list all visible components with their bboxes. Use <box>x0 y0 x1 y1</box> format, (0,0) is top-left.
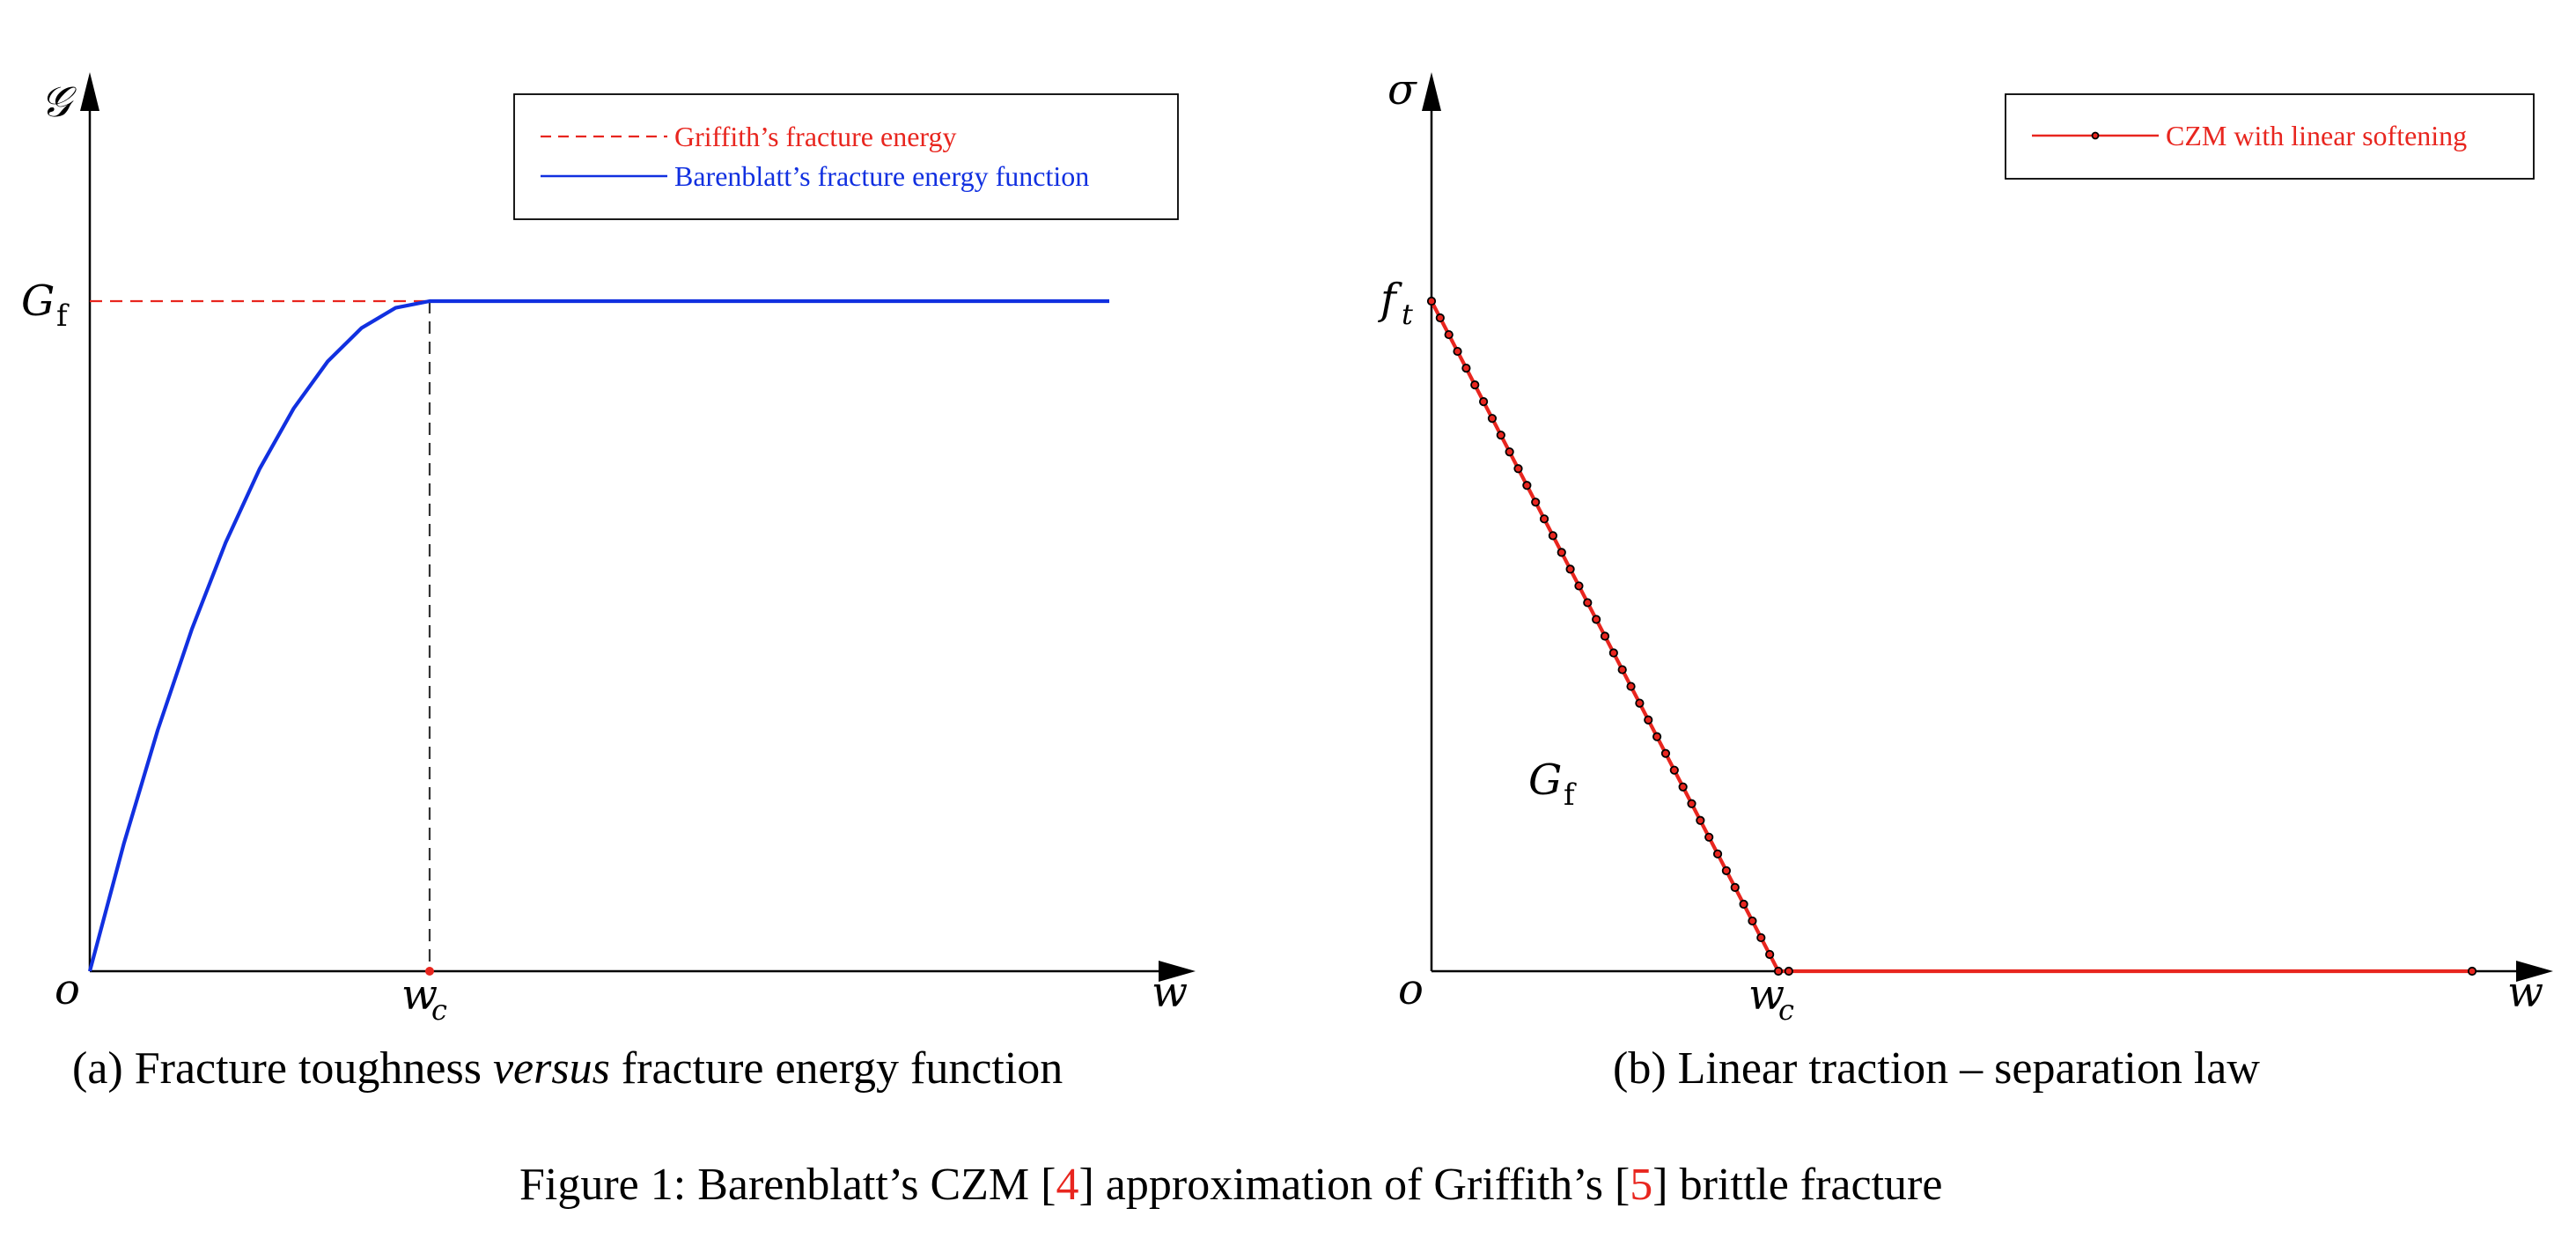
figure-caption-ref-5[interactable]: 5 <box>1630 1160 1652 1210</box>
legend-griffith-label: Griffith’s fracture energy <box>674 121 956 152</box>
legend-czm-marker <box>2091 131 2100 140</box>
czm-marker <box>1600 631 1610 641</box>
czm-marker <box>1453 346 1462 357</box>
czm-softening-line <box>1430 300 2472 974</box>
czm-marker <box>1557 548 1566 557</box>
czm-marker <box>1592 615 1601 624</box>
czm-marker <box>1513 464 1523 474</box>
svg-text:c: c <box>1778 993 1794 1027</box>
figure-caption-ref-4[interactable]: 4 <box>1056 1160 1078 1210</box>
panel-b-x-axis-arrow <box>2516 961 2553 982</box>
czm-marker <box>1644 715 1653 725</box>
panel-b-chart: σ o w w c f t G f CZM with linear soften… <box>1378 65 2553 1094</box>
czm-marker <box>1505 447 1514 457</box>
svg-text:w: w <box>1748 970 1785 1020</box>
czm-marker <box>1712 849 1723 858</box>
czm-marker <box>1574 581 1584 591</box>
panel-a-y-axis-arrow <box>80 72 99 111</box>
czm-marker <box>1756 932 1766 943</box>
czm-marker <box>1748 916 1757 926</box>
panel-a-chart: 𝒢 o w w c G f Griffith’s fracture energy… <box>21 72 1196 1094</box>
czm-marker <box>1696 815 1705 825</box>
svg-text:c: c <box>431 993 447 1027</box>
czm-marker <box>1461 363 1471 373</box>
czm-marker <box>1678 782 1688 792</box>
legend-czm-label: CZM with linear softening <box>2166 120 2467 151</box>
panel-a-plot-area <box>87 298 1109 976</box>
czm-marker <box>1608 648 1618 658</box>
czm-marker <box>1773 966 1784 976</box>
panel-b-x-axis-label: w <box>2507 968 2543 1017</box>
czm-marker <box>1496 431 1505 440</box>
czm-marker <box>1652 732 1662 741</box>
czm-marker <box>1444 329 1454 340</box>
czm-marker <box>1435 313 1445 323</box>
panel-a-y-axis-label: 𝒢 <box>40 77 77 127</box>
czm-marker <box>1635 698 1645 708</box>
panel-a-caption: (a) Fracture toughness versus fracture e… <box>72 1043 1063 1094</box>
czm-marker <box>1660 748 1671 758</box>
panel-b-area-label: G f <box>1528 755 1577 813</box>
panel-a-x-axis-arrow <box>1159 961 1196 982</box>
panel-a-legend: Griffith’s fracture energy Barenblatt’s … <box>513 93 1179 220</box>
czm-marker <box>1765 949 1775 960</box>
svg-text:f: f <box>1564 777 1577 813</box>
barenblatt-energy-curve <box>87 298 1109 972</box>
czm-marker <box>1426 296 1437 306</box>
legend-barenblatt-label: Barenblatt’s fracture energy function <box>674 160 1089 192</box>
czm-marker <box>1565 564 1575 574</box>
svg-text:f: f <box>1378 275 1402 324</box>
panel-b-ytick-ft: f t <box>1378 275 1413 331</box>
czm-marker <box>1739 899 1748 910</box>
panel-b-y-axis-label: σ <box>1387 65 1417 114</box>
czm-marker <box>1487 414 1498 424</box>
svg-text:G: G <box>1528 755 1562 805</box>
panel-a-xtick-wc: w c <box>401 970 447 1027</box>
panel-b-legend: CZM with linear softening <box>2005 93 2535 180</box>
panel-a-origin-label: o <box>55 965 80 1014</box>
panel-b-plot-area <box>1426 296 2477 976</box>
panel-b-xtick-wc: w c <box>1748 970 1794 1027</box>
czm-marker <box>1687 799 1696 808</box>
czm-marker <box>1539 514 1549 524</box>
czm-marker <box>1730 882 1740 892</box>
czm-marker <box>1626 682 1636 691</box>
panel-b-origin-label: o <box>1398 965 1424 1014</box>
wc-point <box>425 967 434 976</box>
figure-caption: Figure 1: Barenblatt’s CZM [4] approxima… <box>519 1160 1942 1210</box>
svg-text:w: w <box>401 970 438 1020</box>
czm-marker <box>1704 832 1714 842</box>
czm-marker <box>1583 598 1593 608</box>
svg-text:t: t <box>1402 298 1413 331</box>
czm-marker <box>2467 966 2477 976</box>
czm-marker <box>1669 765 1679 775</box>
czm-marker <box>1721 866 1732 875</box>
czm-marker <box>1784 966 1793 976</box>
czm-marker <box>1470 380 1480 390</box>
panel-b-y-axis-arrow <box>1422 72 1441 111</box>
panel-b-caption: (b) Linear traction – separation law <box>1613 1043 2260 1094</box>
czm-marker <box>1548 531 1558 541</box>
czm-marker <box>1531 497 1541 507</box>
svg-text:G: G <box>21 276 55 326</box>
panel-a-ytick-gf: G f <box>21 276 70 334</box>
svg-text:f: f <box>56 298 70 334</box>
czm-marker <box>1522 481 1532 490</box>
czm-marker <box>1479 397 1489 407</box>
panel-a-x-axis-label: w <box>1152 968 1188 1017</box>
czm-marker <box>1617 665 1627 674</box>
